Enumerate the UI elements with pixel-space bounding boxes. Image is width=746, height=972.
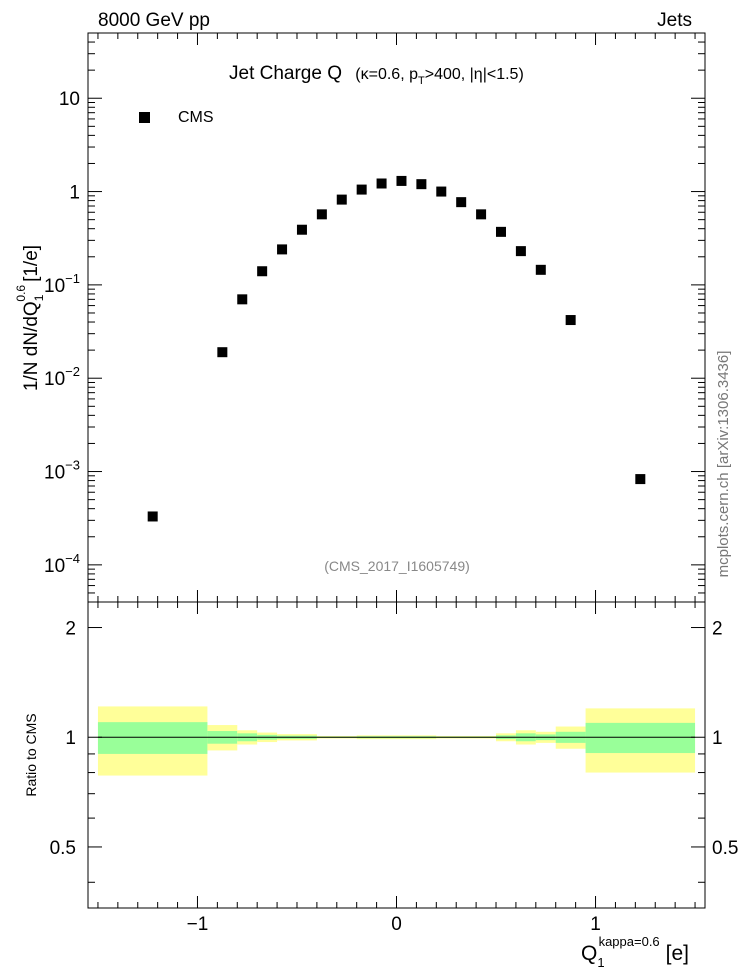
x-axis-label-unit: [e] <box>666 942 689 965</box>
main-title-cond-sub: T <box>418 75 425 87</box>
data-point-6 <box>316 209 327 220</box>
ratio-bands <box>97 706 696 776</box>
header-process-label: Jets <box>657 10 692 31</box>
y-tick-label: 1 <box>69 183 80 204</box>
data-point-1 <box>217 347 228 358</box>
data-point-9 <box>376 178 387 189</box>
main-y-axis-label: 1/N dN/dQ1 0.6 [1/e] <box>14 245 46 391</box>
y-tick-label: 10−3 <box>44 458 80 484</box>
data-point-12 <box>436 186 447 197</box>
data-point-10 <box>396 175 407 186</box>
data-point-0 <box>147 511 158 522</box>
legend-label: CMS <box>178 109 214 126</box>
data-point-13 <box>456 197 467 208</box>
data-point-8 <box>356 184 367 195</box>
analysis-note: (CMS_2017_I1605749) <box>324 558 470 574</box>
ratio-y-axis-label: Ratio to CMS <box>23 713 39 796</box>
data-point-3 <box>257 266 268 277</box>
data-point-11 <box>416 179 427 190</box>
ratio-y-tick-label-right: 0.5 <box>712 838 738 859</box>
data-point-14 <box>476 209 487 220</box>
data-point-4 <box>277 244 288 255</box>
data-points <box>147 175 646 522</box>
data-point-16 <box>515 246 526 257</box>
main-title-text: Jet Charge Q <box>229 63 342 84</box>
y-tick-label: 10−4 <box>44 551 80 577</box>
ratio-y-tick-label-right: 1 <box>712 728 723 749</box>
axis-ticks: −1 0 1 10 1 10−1 10−2 10−3 10−4 2 2 1 1 0.5 0.5 <box>44 32 738 935</box>
data-point-2 <box>237 294 248 305</box>
x-axis-label-main: Q <box>581 942 597 965</box>
legend-marker <box>139 112 150 123</box>
ratio-inner-band-0 <box>97 722 208 754</box>
x-tick-label: −1 <box>187 914 209 935</box>
main-y-axis-label-sub: 1 <box>32 294 46 301</box>
x-axis-label: Q1 kappa=0.6 [e] <box>581 934 689 970</box>
ratio-y-tick-label-right: 2 <box>712 619 723 640</box>
x-tick-label: 1 <box>590 914 601 935</box>
main-y-axis-label-a: 1/N dN/dQ <box>21 301 42 391</box>
y-tick-label: 10−2 <box>44 364 80 390</box>
ratio-inner-band-12 <box>585 722 696 754</box>
main-title: Jet Charge Q (κ=0.6, pT>400, |η|<1.5) <box>229 63 524 87</box>
ratio-y-tick-label: 2 <box>65 619 76 640</box>
ratio-y-tick-label: 1 <box>65 728 76 749</box>
y-tick-label: 10−1 <box>44 271 80 297</box>
ratio-y-tick-label: 0.5 <box>50 838 76 859</box>
data-point-5 <box>296 224 307 235</box>
main-y-axis-label-sup: 0.6 <box>14 285 28 302</box>
header-energy-label: 8000 GeV pp <box>98 10 210 31</box>
main-y-axis-label-b: [1/e] <box>21 245 42 282</box>
data-point-18 <box>565 315 576 326</box>
x-axis-label-sub: 1 <box>597 955 604 970</box>
x-tick-label: 0 <box>391 914 402 935</box>
y-tick-label: 10 <box>59 89 80 110</box>
side-label: mcplots.cern.ch [arXiv:1306.3436] <box>715 351 732 578</box>
x-axis-label-sup: kappa=0.6 <box>599 934 660 949</box>
data-point-19 <box>635 474 646 485</box>
data-point-7 <box>336 194 347 205</box>
main-title-cond: (κ=0.6, p <box>355 66 418 83</box>
main-title-cond-rest: >400, |η|<1.5) <box>425 66 524 83</box>
data-point-17 <box>535 264 546 275</box>
data-point-15 <box>495 226 506 237</box>
